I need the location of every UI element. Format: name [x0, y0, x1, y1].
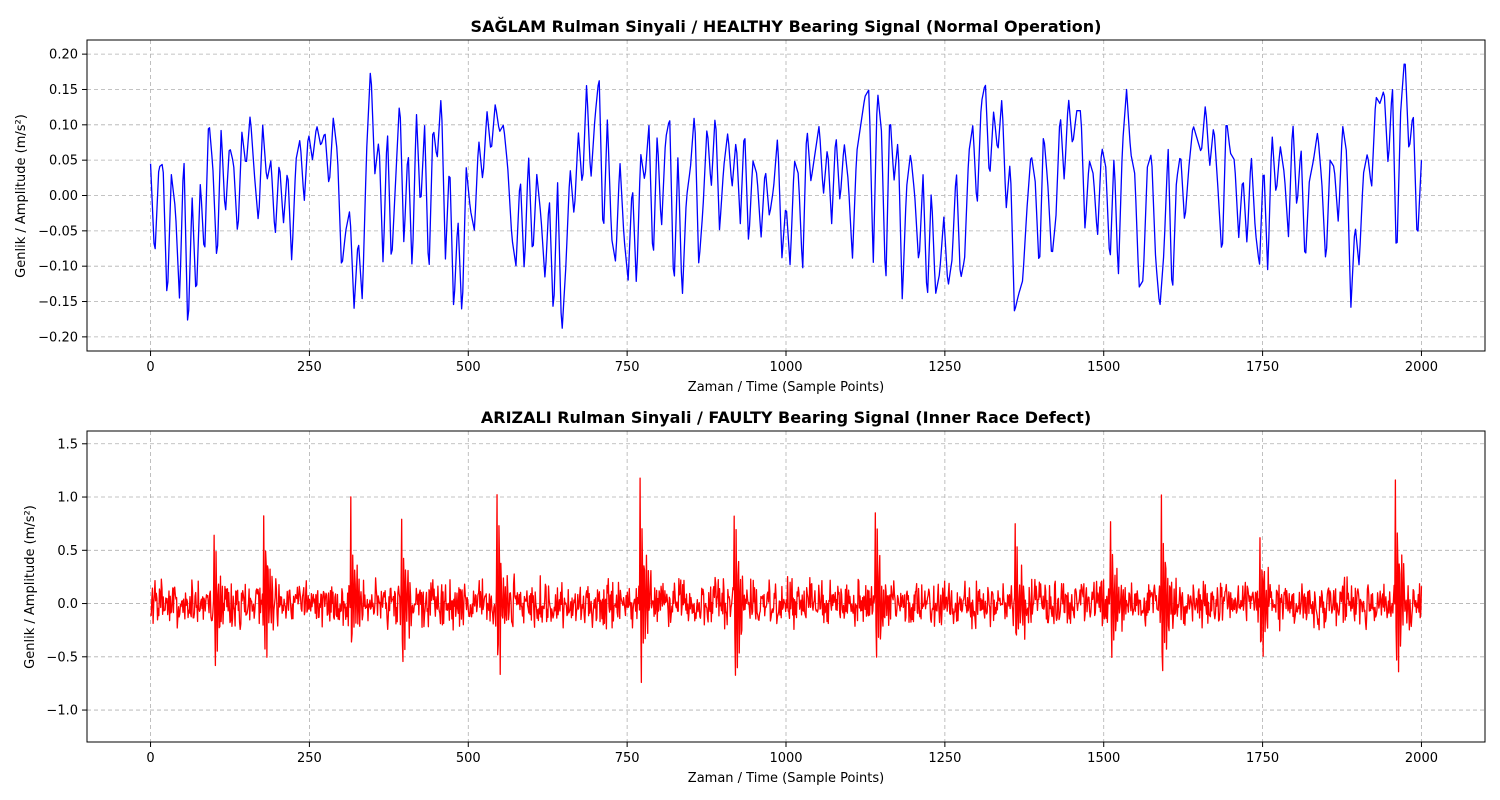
y-tick-label: −0.20 — [38, 330, 78, 345]
x-tick-label: 1250 — [928, 360, 961, 375]
x-tick-label: 2000 — [1405, 360, 1438, 375]
y-tick-label: 0.10 — [49, 118, 78, 133]
x-tick-label: 1500 — [1087, 360, 1120, 375]
x-tick-label: 750 — [615, 360, 640, 375]
y-tick-label: 0.05 — [49, 154, 78, 169]
x-tick-label: 1500 — [1087, 751, 1120, 766]
series-line-healthy — [149, 63, 1423, 329]
x-tick-label: 1000 — [769, 751, 802, 766]
y-tick-label: 1.0 — [57, 491, 78, 506]
x-axis-label: Zaman / Time (Sample Points) — [688, 380, 884, 395]
chart-title: SAĞLAM Rulman Sinyali / HEALTHY Bearing … — [471, 17, 1102, 36]
healthy-signal-chart: SAĞLAM Rulman Sinyali / HEALTHY Bearing … — [14, 17, 1486, 395]
y-tick-label: 1.5 — [57, 437, 78, 452]
y-tick-label: −0.15 — [38, 295, 78, 310]
ticks: 0 250 500 750 1000 1250 1500 1750 2000 −0.20 −0.15… — [38, 48, 1438, 375]
y-tick-label: −0.10 — [38, 260, 78, 275]
y-tick-label: −0.5 — [46, 650, 78, 665]
x-tick-label: 750 — [615, 751, 640, 766]
ticks: 0 250 500 750 1000 1250 1500 1750 2000 −1.0 −0.5 0.… — [46, 437, 1438, 766]
x-tick-label: 0 — [146, 751, 154, 766]
x-tick-label: 1250 — [928, 751, 961, 766]
x-tick-label: 2000 — [1405, 751, 1438, 766]
x-tick-label: 0 — [146, 360, 154, 375]
x-axis-label: Zaman / Time (Sample Points) — [688, 771, 884, 786]
y-axis-label: Genlik / Amplitude (m/s²) — [14, 114, 29, 278]
x-tick-label: 500 — [456, 360, 481, 375]
x-tick-label: 250 — [297, 751, 322, 766]
y-tick-label: 0.15 — [49, 83, 78, 98]
faulty-signal-chart: ARIZALI Rulman Sinyali / FAULTY Bearing … — [23, 408, 1486, 786]
y-tick-label: −1.0 — [46, 704, 78, 719]
x-tick-label: 1750 — [1246, 360, 1279, 375]
y-tick-label: −0.05 — [38, 224, 78, 239]
series-layer — [149, 63, 1423, 329]
y-tick-label: 0.00 — [49, 189, 78, 204]
y-tick-label: 0.20 — [49, 48, 78, 63]
x-tick-label: 1750 — [1246, 751, 1279, 766]
series-layer — [149, 477, 1423, 684]
x-tick-label: 1000 — [769, 360, 802, 375]
x-tick-label: 500 — [456, 751, 481, 766]
y-axis-label: Genlik / Amplitude (m/s²) — [23, 505, 38, 669]
y-tick-label: 0.0 — [57, 597, 78, 612]
chart-title: ARIZALI Rulman Sinyali / FAULTY Bearing … — [481, 408, 1091, 427]
series-line-faulty — [149, 477, 1423, 684]
grid — [87, 40, 1485, 351]
x-tick-label: 250 — [297, 360, 322, 375]
y-tick-label: 0.5 — [57, 544, 78, 559]
